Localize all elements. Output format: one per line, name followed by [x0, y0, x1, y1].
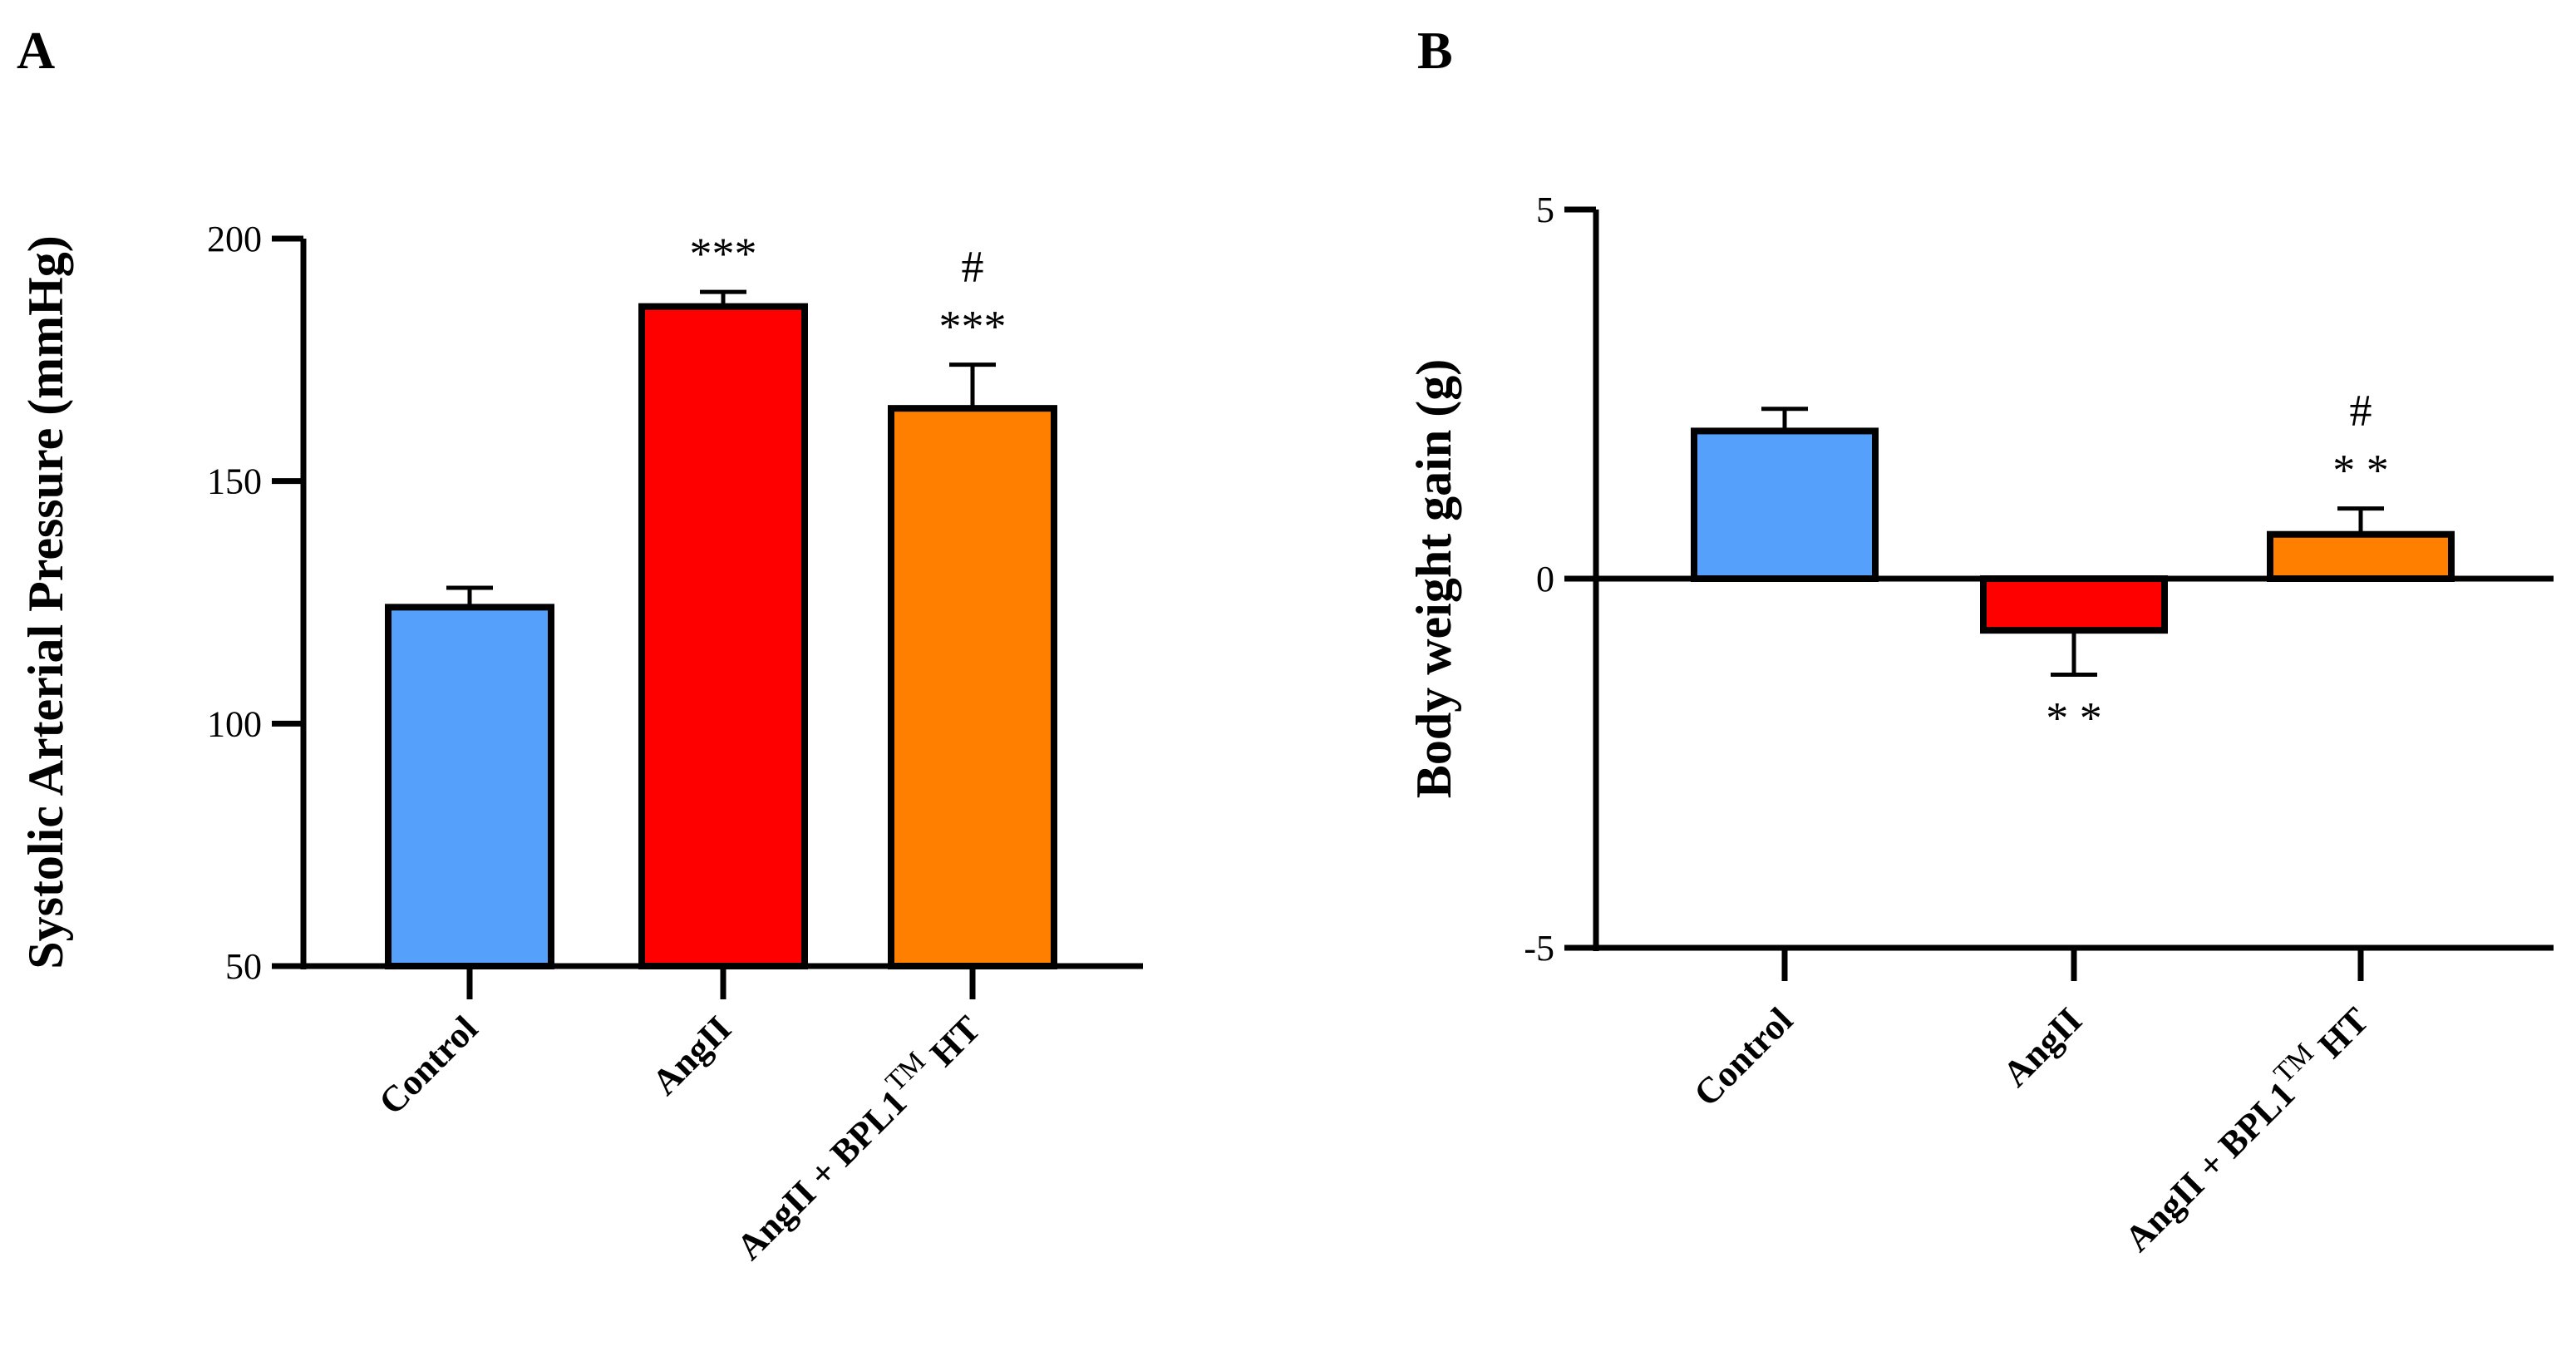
panel-a-bar-1	[385, 604, 554, 969]
panel-b-x-tick-label-2: AngII	[1995, 999, 2090, 1094]
panel-a-annotation-top-3-2: #	[962, 242, 984, 292]
panel-a-label: A	[17, 21, 55, 80]
panel-a-annotation-top-2-1: ***	[690, 229, 757, 279]
panel-a-chart: A Systolic Arterial Pressure (mmHg) *** ***…	[17, 21, 1143, 1268]
panel-a-y-axis-label: Systolic Arterial Pressure (mmHg)	[18, 235, 73, 969]
panel-a-bar-2	[638, 303, 808, 969]
panel-a-x-tick-label-3: AngII + BPL1TM HT	[723, 1002, 988, 1267]
panel-b-annotation-top-3-2: #	[2350, 386, 2372, 436]
panel-a-x-tick-label-2: AngII	[644, 1008, 739, 1102]
panel-b-label: B	[1417, 21, 1453, 80]
panel-a-x-tick-label-1: Control	[371, 1008, 485, 1122]
panel-a-y-tick-label-4: 200	[207, 219, 262, 259]
panel-b-y-tick-label-2: 0	[1536, 559, 1554, 599]
panel-b-bar-1	[1691, 427, 1879, 583]
panel-b-bar-3	[2267, 530, 2455, 582]
panel-a-bar-3	[888, 405, 1057, 969]
panel-b-annotation-bottom-2-1: * *	[2046, 693, 2102, 742]
panel-a-y-tick-label-3: 150	[207, 461, 262, 502]
panel-b-annotation-top-3-1: * *	[2332, 446, 2389, 496]
panel-b-chart: B Body weight gain (g) * * * * # -5 0 5 Control A…	[1406, 21, 2554, 1260]
panel-a-annotation-top-3-1: ***	[939, 302, 1007, 352]
panel-a-y-tick-label-2: 100	[207, 703, 262, 744]
panel-a-y-tick-label-1: 50	[225, 946, 262, 987]
panel-b-x-tick-label-1: Control	[1686, 999, 1800, 1114]
panel-b-y-axis-label: Body weight gain (g)	[1406, 359, 1461, 798]
panel-b-y-tick-label-3: 5	[1536, 190, 1554, 230]
panel-b-y-tick-label-1: -5	[1524, 928, 1554, 969]
panel-b-x-tick-label-3: AngII + BPL1TM HT	[2111, 994, 2377, 1259]
panel-b-bar-2	[1980, 575, 2168, 634]
